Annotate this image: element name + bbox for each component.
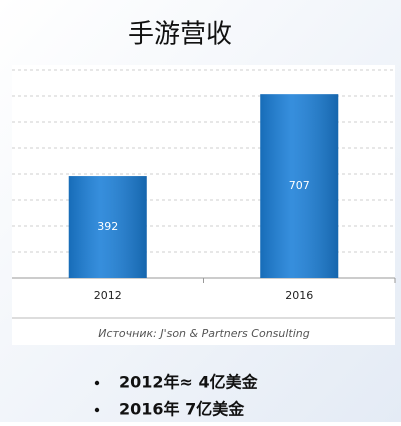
chart-title: 手游营收 bbox=[128, 20, 232, 50]
source-note: Источник: J'son & Partners Consulting bbox=[98, 327, 310, 340]
bullet-text: 2012年≈ 4亿美金 bbox=[119, 373, 259, 392]
bar-shade bbox=[260, 94, 339, 279]
bullet-list: 2012年≈ 4亿美金 2016年 7亿美金 bbox=[94, 373, 259, 419]
x-tick-label: 2012 bbox=[94, 289, 122, 302]
bar-shade bbox=[68, 176, 147, 278]
bullet-text: 2016年 7亿美金 bbox=[119, 400, 245, 419]
bullet-dot bbox=[94, 380, 100, 386]
data-label: 392 bbox=[97, 220, 118, 233]
bullet-dot bbox=[94, 407, 100, 413]
x-tick-label: 2016 bbox=[285, 289, 313, 302]
data-label: 707 bbox=[289, 179, 310, 192]
